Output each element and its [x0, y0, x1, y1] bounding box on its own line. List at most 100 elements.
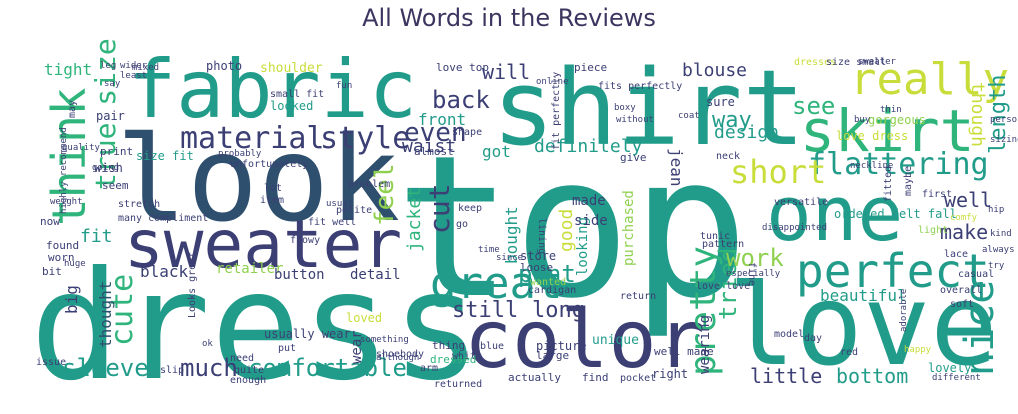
word: dressed [430, 353, 477, 366]
word: lot [264, 183, 283, 194]
word: fit [80, 226, 113, 247]
word: ok [202, 339, 213, 349]
word: photo [206, 59, 243, 73]
word: overall [940, 285, 983, 296]
word: keep [458, 203, 483, 214]
word: wish [94, 161, 123, 175]
word: problem [348, 179, 391, 190]
word: love [728, 261, 998, 391]
word: waist [402, 136, 457, 157]
word: style [320, 121, 411, 156]
word: dresses [794, 57, 837, 68]
word: return [620, 291, 657, 302]
word: blouse [682, 60, 748, 81]
word: love love [696, 281, 751, 292]
word: always [982, 245, 1015, 255]
word: still [452, 298, 519, 323]
word: hip [988, 205, 1005, 215]
word: seem [102, 179, 129, 192]
word: enough [230, 375, 267, 386]
word: sleeve [62, 354, 149, 382]
word: buy [854, 115, 871, 125]
word: time [478, 245, 500, 255]
word: material [180, 121, 325, 156]
word: actually [508, 371, 561, 384]
word: thought [96, 280, 115, 348]
word: worn [48, 251, 75, 264]
word: jean [667, 148, 686, 187]
word: model [774, 329, 805, 340]
word: perfect [796, 244, 990, 298]
word: definitely [534, 136, 643, 157]
word: thing [432, 339, 466, 352]
word: store [520, 249, 557, 263]
word: need [230, 353, 255, 364]
word: cut [423, 183, 456, 234]
word: now [40, 215, 60, 228]
word: give [620, 151, 647, 164]
word: fun [336, 81, 353, 91]
word: button [274, 267, 325, 283]
word: probably [218, 149, 262, 159]
word: try [988, 261, 1005, 271]
word: will [482, 60, 531, 84]
word: tunic [700, 231, 731, 242]
word: may [67, 99, 78, 118]
word: comfy [950, 213, 978, 223]
word: bottom [836, 364, 909, 388]
word: shoe [376, 349, 401, 360]
word: flattering [808, 147, 989, 182]
word: large [536, 349, 570, 362]
word: stretch [118, 199, 161, 210]
word: petite [336, 205, 373, 216]
word: find [582, 371, 609, 384]
word: little [750, 364, 823, 388]
word: something [360, 335, 409, 345]
word: got [482, 142, 511, 161]
word: piece [574, 61, 608, 74]
word: retailer [216, 261, 284, 277]
word: unique [592, 333, 639, 348]
word: way [712, 108, 752, 133]
word: comfortable [248, 354, 407, 382]
word: gorgeous [868, 113, 926, 127]
word: blue [480, 341, 505, 352]
word: right [652, 367, 689, 381]
word: front [418, 110, 467, 129]
word: happy [904, 345, 932, 355]
word: put [278, 343, 297, 354]
word: online [536, 77, 569, 87]
word: work [726, 244, 784, 272]
word: bit [42, 265, 62, 278]
word: leg [100, 61, 117, 71]
word: short [730, 153, 827, 191]
word: especially [726, 269, 781, 279]
word: really [850, 54, 1009, 105]
word: skirt [800, 97, 975, 165]
word: weight [50, 197, 83, 207]
word: casual [958, 269, 995, 280]
word: many compliment [118, 213, 209, 224]
word: red [840, 347, 859, 358]
word: person [990, 115, 1018, 125]
word: unfortunately [230, 159, 309, 170]
word: shirt [492, 47, 806, 169]
word: cardigan [528, 285, 577, 296]
word: jacket [404, 186, 425, 252]
word: since [496, 253, 524, 263]
word: found [46, 239, 80, 252]
word: first [922, 189, 953, 200]
page-title: All Words in the Reviews [362, 4, 656, 32]
word: top [395, 114, 750, 342]
word: usually wear [264, 327, 351, 341]
word: coat [678, 111, 700, 121]
word: lace [944, 249, 969, 260]
word: body [400, 349, 425, 360]
word: see [792, 92, 836, 120]
word: usual [326, 199, 354, 209]
word: without [616, 115, 654, 125]
word: fits perfectly [598, 81, 683, 92]
word: love dress [836, 129, 909, 143]
word: neckline [850, 161, 894, 171]
